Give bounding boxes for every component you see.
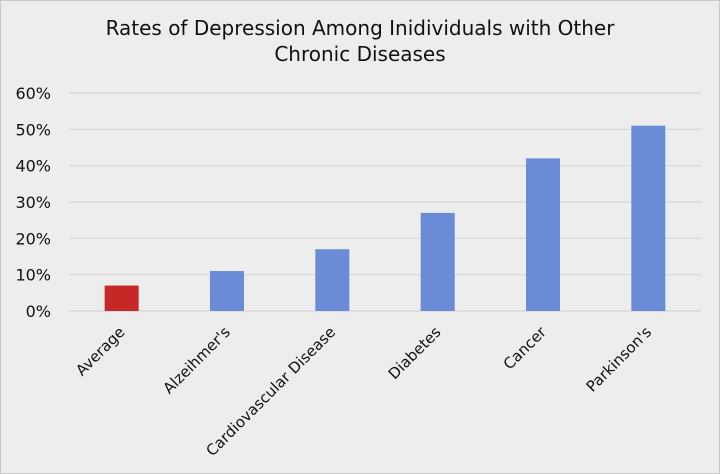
chart-title-line-2: Chronic Diseases bbox=[274, 42, 446, 66]
chart-title-line-1: Rates of Depression Among Inidividuals w… bbox=[105, 16, 615, 40]
bar-alzeihmer-s bbox=[210, 271, 244, 311]
y-tick-label: 60% bbox=[15, 84, 51, 103]
y-tick-label: 0% bbox=[26, 302, 51, 321]
y-tick-label: 30% bbox=[15, 193, 51, 212]
y-tick-label: 40% bbox=[15, 157, 51, 176]
y-tick-label: 20% bbox=[15, 229, 51, 248]
x-tick-label: Alzeihmer's bbox=[159, 323, 233, 397]
bar-diabetes bbox=[420, 212, 455, 311]
chart-title: Rates of Depression Among Inidividuals w… bbox=[1, 15, 719, 67]
y-tick-label: 50% bbox=[15, 120, 51, 139]
bar-parkinson-s bbox=[631, 125, 666, 311]
y-tick-label: 10% bbox=[15, 266, 51, 285]
x-tick-label: Parkinson's bbox=[583, 323, 656, 396]
x-tick-label: Average bbox=[72, 323, 128, 379]
x-tick-label: Diabetes bbox=[385, 323, 445, 383]
bar-cancer bbox=[526, 158, 560, 311]
bar-average bbox=[104, 285, 139, 311]
x-tick-label: Cancer bbox=[500, 323, 551, 374]
bar-cardiovascular-disease bbox=[315, 249, 350, 311]
